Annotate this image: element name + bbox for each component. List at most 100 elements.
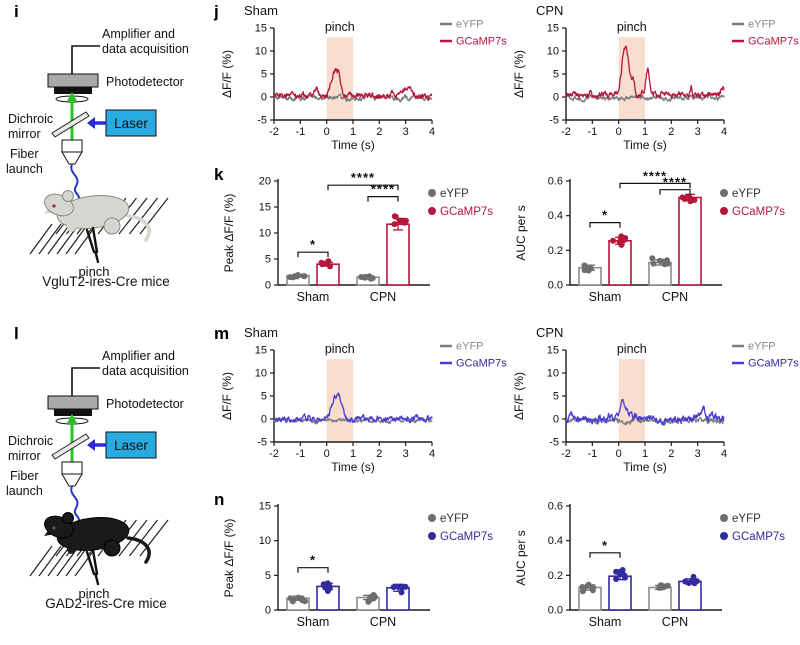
photodetector-base <box>54 409 92 416</box>
photometry-setup-schematic-vglut2: Amplifier and data acquisition Photodetect… <box>0 6 212 306</box>
significance-bracket <box>297 251 329 258</box>
y-tick-label: 5 <box>553 69 559 81</box>
y-tick-label: 5 <box>265 570 271 582</box>
significance-label: * <box>310 237 316 252</box>
pinch-label: pinch <box>617 20 647 34</box>
significance-bracket <box>297 567 329 573</box>
legend-label-gcamp7s: GCaMP7s <box>440 531 493 543</box>
legend-label-eyfp: eYFP <box>440 513 469 525</box>
n-auc-svg: 0.0 0.2 0.4 0.6 AUC per s Sham CPN * eYFP GCaMP7s <box>514 501 785 630</box>
significance-bracket <box>327 184 399 191</box>
x-axis-label: Time (s) <box>623 460 667 474</box>
x-tick-label: 1 <box>642 448 648 460</box>
x-tick-label: 4 <box>721 448 727 460</box>
y-tick-label: 0 <box>261 414 267 426</box>
amplifier-label: data acquisition <box>102 42 189 56</box>
pinch-forceps <box>85 548 100 586</box>
pinch-label: pinch <box>617 342 647 356</box>
legend-swatch-gcamp7s <box>428 532 436 540</box>
fiber-launch-label: launch <box>6 484 43 498</box>
fiber-launch-cone <box>61 151 83 165</box>
legend-swatch-eyfp <box>428 189 436 197</box>
data-dot-sham-eyfp <box>582 264 589 270</box>
chart-title: Sham <box>244 3 278 18</box>
significance-bracket <box>659 189 691 195</box>
y-tick-label: 0 <box>265 280 271 292</box>
laser-arrowhead-icon <box>87 117 95 129</box>
bar-chart-k-peak: 0 5 10 15 20 Peak ΔF/F (%) Sham CPN * **** **** eYF… <box>218 165 508 327</box>
data-dot-sham-gcamp7s <box>618 241 625 248</box>
y-tick-label: 15 <box>547 345 559 357</box>
group-label-sham: Sham <box>589 615 622 629</box>
mouse-eye <box>52 526 56 530</box>
pinch-label: pinch <box>325 342 355 356</box>
y-tick-label: 15 <box>255 345 267 357</box>
bar-cpn-eyfp <box>648 586 672 611</box>
y-tick-label: -5 <box>549 437 559 449</box>
y-tick-label: 15 <box>547 23 559 35</box>
legend-label-gcamp7s: GCaMP7s <box>748 358 799 370</box>
y-tick-label: 15 <box>255 23 267 35</box>
data-dot-cpn-eyfp <box>664 260 671 267</box>
photometry-setup-schematic-gad2: Amplifier and data acquisition Photodetect… <box>0 328 212 628</box>
j-cpn-svg: CPN pinch -5 0 5 10 15 -2 -1 0 1 2 3 4 Time (s) ΔF/F (%… <box>512 3 799 152</box>
legend-label-gcamp7s: GCaMP7s <box>456 358 507 370</box>
y-tick-label: 0.4 <box>548 535 563 547</box>
y-tick-label: -5 <box>549 115 559 127</box>
y-tick-label: 5 <box>261 69 267 81</box>
panel-letter-n: n <box>214 490 225 509</box>
panel-l: l Amplifier and data acquisition Photodete… <box>0 322 212 645</box>
mouse-hindleg <box>103 539 121 557</box>
data-dot-cpn-eyfp <box>650 260 657 267</box>
y-tick-label: 15 <box>259 501 271 513</box>
dichroic-mirror <box>51 111 90 138</box>
y-axis-label: AUC per s <box>514 530 528 585</box>
data-dot-sham-gcamp7s <box>617 236 624 242</box>
mouse-tail <box>126 536 151 564</box>
data-dot-cpn-gcamp7s <box>391 213 398 220</box>
data-dot-sham-eyfp <box>589 587 596 594</box>
data-dot-sham-eyfp <box>298 595 305 602</box>
beam-arrowhead-icon <box>67 92 77 101</box>
x-axis-label: Time (s) <box>623 138 667 152</box>
panel-k: k 0 5 10 15 20 Peak ΔF/F (%) Sham CPN * **** **** e… <box>212 163 800 322</box>
x-tick-label: 3 <box>403 126 409 138</box>
data-dot-sham-gcamp7s <box>619 567 626 573</box>
group-label-cpn: CPN <box>662 615 688 629</box>
data-dot-cpn-gcamp7s <box>390 584 397 591</box>
mouse-foreleg <box>66 218 78 232</box>
n-peak-svg: 0 5 10 15 Peak ΔF/F (%) Sham CPN * eYFP GCaMP7s <box>222 501 493 630</box>
x-tick-label: -1 <box>295 448 305 460</box>
x-tick-label: 1 <box>350 126 356 138</box>
optic-fiber <box>70 485 81 522</box>
data-dot-cpn-gcamp7s <box>690 573 697 580</box>
y-tick-label: -5 <box>257 115 267 127</box>
dichroic-label: mirror <box>8 127 41 141</box>
x-tick-label: 2 <box>376 126 382 138</box>
x-tick-label: 0 <box>616 448 622 460</box>
fiber-launch <box>61 461 83 475</box>
fiber-launch-label: launch <box>6 162 43 176</box>
trace-gcamp7s <box>565 45 725 99</box>
mouse-tail <box>126 214 151 242</box>
bar-chart-n-auc: 0.0 0.2 0.4 0.6 AUC per s Sham CPN * eYFP GCaMP7s <box>510 490 800 645</box>
photodetector <box>47 395 99 410</box>
y-tick-label: 0.6 <box>548 176 563 188</box>
significance-bracket <box>589 222 621 228</box>
trace-gcamp7s <box>273 68 433 102</box>
y-axis-label: ΔF/F (%) <box>220 50 234 98</box>
data-dot-cpn-eyfp <box>656 257 663 264</box>
laser-arrowhead-icon <box>87 439 95 451</box>
fiber-launch-label: Fiber <box>10 147 38 161</box>
y-tick-label: 5 <box>261 391 267 403</box>
trace-eyfp <box>565 415 725 426</box>
x-tick-label: 2 <box>668 448 674 460</box>
significance-bracket <box>589 552 621 558</box>
line-chart-j-sham: Sham pinch -5 0 5 10 15 -2 -1 0 1 2 3 4 Time (s) ΔF/F (… <box>218 2 508 164</box>
data-dot-sham-eyfp <box>290 274 297 281</box>
mouse-foreleg <box>66 540 78 554</box>
data-dot-sham-eyfp <box>585 581 592 588</box>
legend-label-gcamp7s: GCaMP7s <box>732 206 785 218</box>
